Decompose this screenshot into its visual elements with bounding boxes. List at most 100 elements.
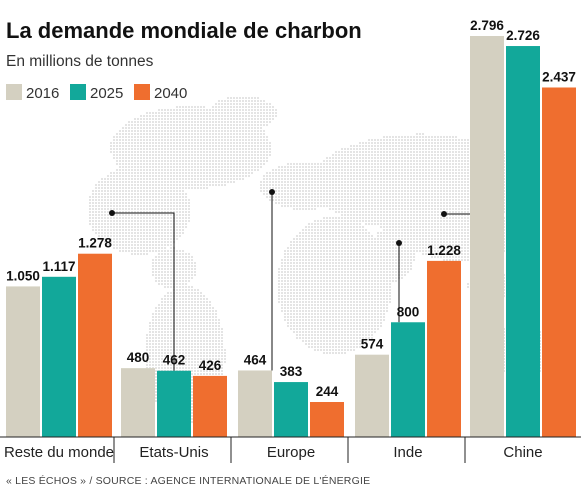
map-dot (218, 151, 220, 153)
map-dot (182, 121, 184, 123)
map-dot (158, 136, 160, 138)
map-dot (194, 112, 196, 114)
map-dot (230, 157, 232, 159)
map-dot (407, 244, 409, 246)
map-dot (326, 259, 328, 261)
map-dot (179, 166, 181, 168)
map-dot (287, 247, 289, 249)
map-dot (161, 253, 163, 255)
map-dot (143, 253, 145, 255)
map-dot (245, 121, 247, 123)
map-dot (227, 118, 229, 120)
map-dot (404, 220, 406, 222)
map-dot (164, 217, 166, 219)
map-dot (227, 169, 229, 171)
map-dot (308, 241, 310, 243)
map-dot (410, 187, 412, 189)
map-dot (362, 151, 364, 153)
map-dot (380, 154, 382, 156)
map-dot (353, 241, 355, 243)
map-dot (362, 145, 364, 147)
map-dot (311, 253, 313, 255)
map-dot (389, 223, 391, 225)
map-dot (335, 208, 337, 210)
map-dot (404, 226, 406, 228)
map-dot (389, 250, 391, 252)
map-dot (326, 196, 328, 198)
map-dot (419, 163, 421, 165)
map-dot (464, 232, 466, 234)
map-dot (209, 166, 211, 168)
map-dot (410, 256, 412, 258)
map-dot (305, 238, 307, 240)
map-dot (413, 193, 415, 195)
map-dot (131, 166, 133, 168)
map-dot (371, 190, 373, 192)
map-dot (365, 229, 367, 231)
map-dot (338, 184, 340, 186)
map-dot (458, 244, 460, 246)
map-dot (155, 157, 157, 159)
map-dot (185, 124, 187, 126)
map-dot (323, 163, 325, 165)
map-dot (92, 202, 94, 204)
map-dot (326, 187, 328, 189)
map-dot (218, 121, 220, 123)
map-dot (128, 172, 130, 174)
map-dot (215, 172, 217, 174)
map-dot (185, 139, 187, 141)
map-dot (116, 235, 118, 237)
map-dot (452, 244, 454, 246)
map-dot (380, 181, 382, 183)
map-dot (173, 115, 175, 117)
map-dot (419, 244, 421, 246)
map-dot (188, 118, 190, 120)
map-dot (125, 139, 127, 141)
map-dot (164, 223, 166, 225)
map-dot (116, 142, 118, 144)
map-dot (455, 178, 457, 180)
map-dot (179, 196, 181, 198)
map-dot (104, 208, 106, 210)
map-dot (125, 193, 127, 195)
map-dot (161, 112, 163, 114)
map-dot (182, 223, 184, 225)
map-dot (167, 235, 169, 237)
map-dot (152, 139, 154, 141)
map-dot (161, 238, 163, 240)
map-dot (119, 220, 121, 222)
map-dot (95, 199, 97, 201)
map-dot (287, 187, 289, 189)
map-dot (290, 244, 292, 246)
map-dot (374, 160, 376, 162)
map-dot (128, 181, 130, 183)
map-dot (200, 139, 202, 141)
map-dot (461, 205, 463, 207)
map-dot (134, 184, 136, 186)
map-dot (344, 226, 346, 228)
map-dot (218, 136, 220, 138)
map-dot (263, 145, 265, 147)
map-dot (305, 235, 307, 237)
map-dot (320, 181, 322, 183)
map-dot (218, 142, 220, 144)
map-dot (122, 178, 124, 180)
map-dot (125, 208, 127, 210)
map-dot (260, 181, 262, 183)
map-dot (452, 175, 454, 177)
map-dot (374, 181, 376, 183)
map-dot (356, 226, 358, 228)
map-dot (413, 145, 415, 147)
map-dot (359, 181, 361, 183)
map-dot (173, 121, 175, 123)
map-dot (203, 115, 205, 117)
map-dot (119, 205, 121, 207)
map-dot (263, 139, 265, 141)
map-dot (179, 208, 181, 210)
map-dot (248, 103, 250, 105)
map-dot (221, 139, 223, 141)
map-dot (380, 205, 382, 207)
map-dot (362, 172, 364, 174)
map-dot (341, 214, 343, 216)
map-dot (230, 130, 232, 132)
